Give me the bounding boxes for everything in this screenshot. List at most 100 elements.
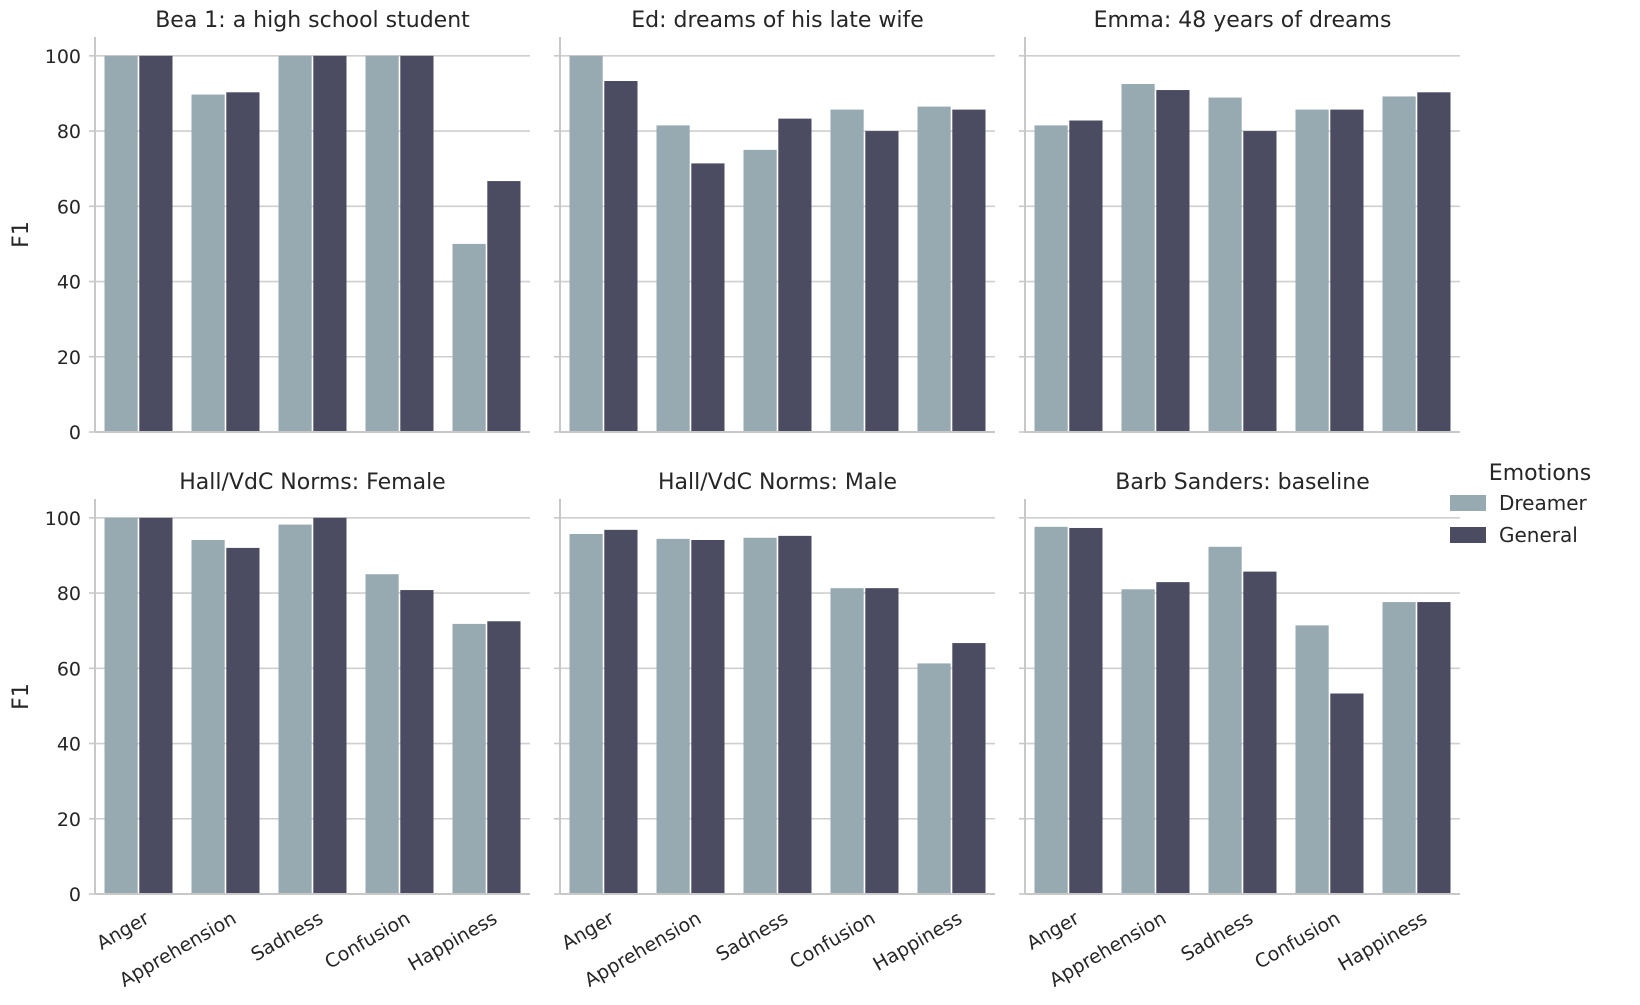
bar-general-anger xyxy=(1069,120,1103,432)
bar-dreamer-sadness xyxy=(278,55,312,433)
bar-dreamer-anger xyxy=(1034,125,1068,433)
bar-general-anger xyxy=(139,55,173,433)
bar-dreamer-confusion xyxy=(830,109,864,432)
legend-swatch-dreamer xyxy=(1450,495,1486,511)
bar-dreamer-anger xyxy=(104,517,138,894)
bar-general-sadness xyxy=(778,535,812,894)
x-tick-label: Anger xyxy=(558,907,618,954)
panel-title: Emma: 48 years of dreams xyxy=(1094,8,1392,33)
bar-dreamer-happiness xyxy=(452,243,486,432)
bar-general-anger xyxy=(604,81,638,432)
facet-panel: 0 20 40 60 80 100 F1 Bea 1: a high school stude… xyxy=(9,8,530,444)
bar-general-confusion xyxy=(1330,693,1364,894)
y-tick-label: 80 xyxy=(57,583,81,605)
bar-dreamer-apprehension xyxy=(1121,84,1155,433)
bar-dreamer-happiness xyxy=(1382,96,1416,432)
bar-general-confusion xyxy=(400,55,434,433)
panel-title: Hall/VdC Norms: Female xyxy=(179,470,445,495)
bar-dreamer-confusion xyxy=(1295,109,1329,432)
bar-dreamer-confusion xyxy=(365,574,399,894)
legend: Emotions Dreamer General xyxy=(1450,461,1591,547)
bar-dreamer-anger xyxy=(569,55,603,433)
bar-dreamer-happiness xyxy=(917,663,951,894)
bar-general-sadness xyxy=(778,118,812,432)
x-tick-label: Sadness xyxy=(712,907,792,966)
bar-general-sadness xyxy=(313,55,347,433)
bar-general-happiness xyxy=(1417,602,1451,894)
bar-dreamer-happiness xyxy=(917,106,951,432)
bar-dreamer-apprehension xyxy=(656,125,690,433)
bar-general-confusion xyxy=(865,131,899,433)
bar-dreamer-sadness xyxy=(743,537,777,894)
bar-dreamer-anger xyxy=(1034,526,1068,894)
x-tick-label: Confusion xyxy=(321,907,414,973)
y-axis-label: F1 xyxy=(9,221,34,248)
bar-general-happiness xyxy=(487,181,521,432)
x-tick-label: Confusion xyxy=(786,907,879,973)
bar-dreamer-happiness xyxy=(1382,602,1416,894)
y-tick-label: 20 xyxy=(57,347,81,369)
x-tick-label: Happiness xyxy=(869,907,966,975)
bar-general-anger xyxy=(139,517,173,894)
y-tick-label: 80 xyxy=(57,121,81,143)
bar-general-happiness xyxy=(487,621,521,894)
panel-title: Bea 1: a high school student xyxy=(155,8,470,33)
bar-dreamer-sadness xyxy=(1208,546,1242,894)
bar-dreamer-apprehension xyxy=(656,538,690,894)
bar-dreamer-anger xyxy=(104,55,138,433)
bar-dreamer-sadness xyxy=(278,524,312,894)
bar-general-happiness xyxy=(952,109,986,432)
bar-dreamer-apprehension xyxy=(191,540,225,894)
bar-dreamer-anger xyxy=(569,533,603,894)
bar-dreamer-sadness xyxy=(743,149,777,432)
bar-general-confusion xyxy=(865,588,899,894)
facet-panel: Ed: dreams of his late wife xyxy=(554,8,995,433)
legend-label-general: General xyxy=(1499,523,1578,547)
legend-title: Emotions xyxy=(1489,461,1591,486)
bar-general-confusion xyxy=(1330,109,1364,432)
bar-dreamer-confusion xyxy=(365,55,399,433)
x-tick-label: Anger xyxy=(93,907,153,954)
bar-general-apprehension xyxy=(1156,90,1190,433)
bar-general-happiness xyxy=(952,643,986,894)
x-tick-label: Sadness xyxy=(1177,907,1257,966)
y-tick-label: 60 xyxy=(57,658,81,680)
bar-dreamer-apprehension xyxy=(191,94,225,433)
bar-dreamer-apprehension xyxy=(1121,589,1155,894)
y-tick-label: 100 xyxy=(45,508,81,530)
bar-general-anger xyxy=(604,529,638,894)
bar-general-confusion xyxy=(400,590,434,894)
x-tick-label: Happiness xyxy=(1334,907,1431,975)
x-tick-label: Sadness xyxy=(247,907,327,966)
bar-general-happiness xyxy=(1417,92,1451,433)
legend-swatch-general xyxy=(1450,527,1486,543)
bar-general-apprehension xyxy=(1156,582,1190,894)
x-tick-label: Confusion xyxy=(1251,907,1344,973)
x-tick-label: Happiness xyxy=(404,907,501,975)
y-tick-label: 40 xyxy=(57,272,81,294)
y-tick-label: 0 xyxy=(69,422,81,444)
panel-title: Hall/VdC Norms: Male xyxy=(658,470,897,495)
bar-general-apprehension xyxy=(226,547,260,894)
bar-dreamer-confusion xyxy=(830,588,864,894)
y-tick-label: 0 xyxy=(69,884,81,906)
y-tick-label: 60 xyxy=(57,196,81,218)
panel-title: Barb Sanders: baseline xyxy=(1115,470,1370,495)
y-axis-label: F1 xyxy=(9,683,34,710)
bar-dreamer-confusion xyxy=(1295,625,1329,894)
bar-general-apprehension xyxy=(226,92,260,433)
bar-general-apprehension xyxy=(691,540,725,894)
bar-general-apprehension xyxy=(691,163,725,432)
panel-title: Ed: dreams of his late wife xyxy=(631,8,924,33)
y-tick-label: 40 xyxy=(57,734,81,756)
bar-general-anger xyxy=(1069,527,1103,894)
y-tick-label: 100 xyxy=(45,46,81,68)
legend-label-dreamer: Dreamer xyxy=(1499,491,1588,515)
bar-dreamer-sadness xyxy=(1208,97,1242,433)
bar-general-sadness xyxy=(1243,571,1277,894)
bar-general-sadness xyxy=(313,517,347,894)
y-tick-label: 20 xyxy=(57,809,81,831)
